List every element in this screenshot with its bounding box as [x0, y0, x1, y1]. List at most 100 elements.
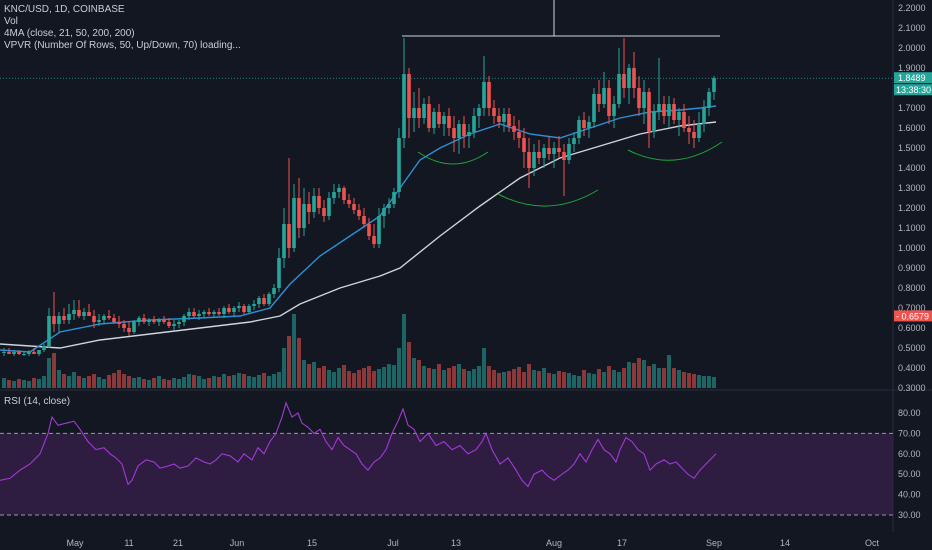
- candle-body: [347, 200, 351, 204]
- volume-bar: [202, 379, 206, 388]
- volume-bar: [527, 364, 531, 388]
- volume-legend[interactable]: Vol: [4, 16, 18, 27]
- volume-bar: [702, 376, 706, 388]
- volume-bar: [307, 364, 311, 388]
- time-tick-label: Jun: [230, 538, 245, 548]
- candle-body: [377, 216, 381, 244]
- volume-bar: [267, 376, 271, 388]
- rsi-tick-label: 70.00: [898, 428, 921, 438]
- volume-bar: [282, 348, 286, 388]
- volume-bar: [587, 373, 591, 388]
- volume-bar: [627, 362, 631, 388]
- volume-bar: [332, 372, 336, 388]
- volume-bar: [467, 371, 471, 388]
- volume-bar: [197, 376, 201, 388]
- price-tick-label: 2.0000: [898, 43, 926, 53]
- candle-body: [152, 320, 156, 322]
- volume-bar: [117, 370, 121, 388]
- volume-bar: [382, 367, 386, 388]
- candle-body: [207, 312, 211, 314]
- volume-bar: [542, 368, 546, 388]
- candle-body: [642, 92, 646, 108]
- ma-legend[interactable]: 4MA (close, 21, 50, 200, 200): [4, 28, 135, 39]
- pattern-arc: [417, 151, 489, 165]
- candle-body: [212, 312, 216, 314]
- candle-body: [242, 306, 246, 312]
- candle-body: [122, 324, 126, 328]
- volume-bar: [427, 368, 431, 388]
- candle-body: [577, 120, 581, 138]
- volume-bar: [137, 377, 141, 388]
- volume-bar: [12, 381, 16, 388]
- candle-body: [372, 236, 376, 244]
- candle-body: [557, 148, 561, 152]
- candle-body: [497, 116, 501, 122]
- volume-bar: [62, 374, 66, 388]
- candle-body: [427, 104, 431, 128]
- volume-bar: [257, 375, 261, 388]
- candle-body: [502, 114, 506, 122]
- candle-body: [537, 152, 541, 158]
- candle-body: [452, 128, 456, 138]
- price-tick-label: 0.4000: [898, 363, 926, 373]
- volume-bar: [517, 367, 521, 388]
- candle-body: [492, 108, 496, 116]
- candle-body: [142, 318, 146, 322]
- volume-bar: [22, 380, 26, 388]
- rsi-tick-label: 30.00: [898, 510, 921, 520]
- candle-body: [527, 152, 531, 168]
- volume-bar: [697, 375, 701, 388]
- candle-body: [517, 132, 521, 138]
- candle-body: [637, 88, 641, 108]
- rsi-tick-label: 50.00: [898, 469, 921, 479]
- volume-bar: [452, 366, 456, 388]
- candle-body: [187, 312, 191, 316]
- volume-bar: [447, 368, 451, 388]
- candle-body: [552, 148, 556, 154]
- volume-bar: [602, 372, 606, 388]
- candlesticks: [2, 38, 716, 356]
- candle-body: [162, 320, 166, 322]
- volume-bar: [497, 373, 501, 388]
- candle-body: [92, 316, 96, 322]
- volume-bar: [607, 366, 611, 388]
- volume-bar: [57, 370, 61, 388]
- pattern-annotations: [0, 0, 893, 207]
- volume-bar: [707, 376, 711, 388]
- candle-body: [302, 204, 306, 228]
- candle-body: [267, 294, 271, 304]
- time-tick-label: Oct: [865, 538, 880, 548]
- symbol-legend[interactable]: KNC/USD, 1D, COINBASE: [4, 4, 125, 15]
- volume-bar: [562, 372, 566, 388]
- candle-body: [57, 316, 61, 324]
- candle-body: [182, 316, 186, 322]
- volume-bar: [657, 368, 661, 388]
- candle-body: [272, 288, 276, 294]
- price-tick-label: 1.9000: [898, 63, 926, 73]
- candle-body: [447, 116, 451, 128]
- candle-body: [362, 216, 366, 224]
- volume-bars: [2, 314, 716, 388]
- volume-bar: [322, 366, 326, 388]
- candle-body: [77, 310, 81, 316]
- vpvr-legend[interactable]: VPVR (Number Of Rows, 50, Up/Down, 70) l…: [4, 40, 241, 51]
- candle-body: [62, 316, 66, 320]
- volume-bar: [92, 374, 96, 388]
- candle-body: [297, 198, 301, 228]
- time-tick-label: Jul: [387, 538, 399, 548]
- volume-bar: [127, 376, 131, 388]
- rsi-legend[interactable]: RSI (14, close): [4, 396, 71, 407]
- candle-body: [687, 128, 691, 132]
- price-tick-label: 1.6000: [898, 123, 926, 133]
- time-tick-label: Sep: [706, 538, 722, 548]
- volume-bar: [247, 376, 251, 388]
- candle-body: [617, 74, 621, 104]
- volume-bar: [592, 374, 596, 388]
- time-tick-label: May: [66, 538, 84, 548]
- candle-body: [322, 208, 326, 216]
- volume-bar: [397, 348, 401, 388]
- candle-body: [627, 68, 631, 88]
- rsi-line: [0, 401, 717, 488]
- volume-bar: [442, 370, 446, 388]
